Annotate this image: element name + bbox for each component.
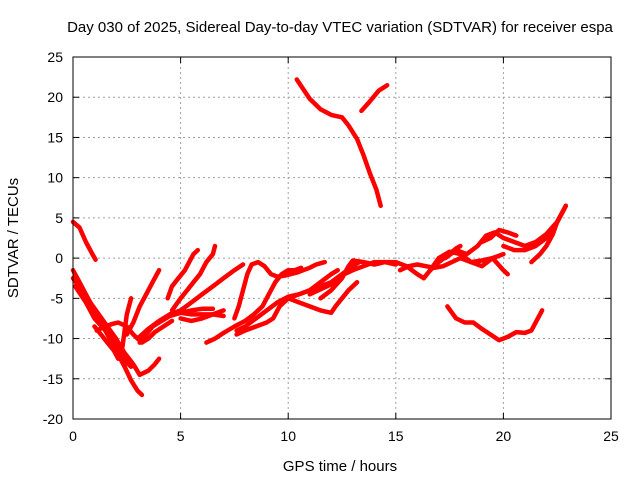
plot-frame [72, 56, 612, 420]
y-tick-label: -20 [43, 411, 63, 427]
series-line-trace-20 [318, 243, 463, 301]
series-line-trace-25 [443, 207, 566, 261]
x-tick-label: 15 [388, 428, 404, 444]
y-tick-label: -10 [43, 331, 63, 347]
series-line-trace-9 [165, 247, 201, 301]
series-line-trace-21 [294, 77, 383, 209]
tick-layer: 0 5 10 15 20 25 -20 -15 -10 -5 0 5 10 15 20 25 [43, 49, 619, 444]
chart-title: Day 030 of 2025, Sidereal Day-to-day VTE… [67, 19, 613, 36]
series-line-trace-6 [94, 318, 175, 345]
y-tick-label: 10 [47, 170, 63, 186]
series-line-trace-3 [70, 275, 162, 378]
x-tick-label: 25 [603, 428, 619, 444]
y-tick-label: 5 [55, 210, 63, 226]
series-line-trace-10 [135, 262, 246, 341]
series-line-trace-26 [479, 227, 519, 245]
series-layer [70, 77, 569, 398]
series-line-trace-5 [92, 296, 134, 361]
series-line-trace-11 [169, 243, 218, 313]
x-tick-label: 20 [496, 428, 512, 444]
series-line-trace-23 [397, 251, 506, 273]
series-line-trace-18 [285, 279, 360, 316]
x-tick-label: 5 [177, 428, 185, 444]
series-line-trace-8 [124, 267, 162, 337]
y-tick-label: 15 [47, 129, 63, 145]
y-tick-label: 20 [47, 89, 63, 105]
series-line-trace-22 [359, 82, 390, 114]
series-line-trace-13 [178, 308, 226, 324]
x-tick-label: 0 [69, 428, 77, 444]
y-tick-label: -5 [51, 290, 64, 306]
y-tick-label: 0 [55, 250, 63, 266]
series-line-trace-15 [232, 259, 328, 321]
y-tick-label: 25 [47, 49, 63, 65]
series-line-trace-28 [529, 203, 569, 265]
y-tick-label: -15 [43, 371, 63, 387]
series-line-trace-4 [72, 284, 134, 369]
y-axis-label: SDTVAR / TECUs [5, 178, 22, 298]
series-line-trace-24 [427, 249, 510, 277]
series-line-trace-29 [445, 304, 545, 343]
series-line-trace-1 [70, 219, 98, 262]
x-tick-label: 10 [280, 428, 296, 444]
series-line-trace-14 [204, 265, 304, 345]
x-axis-label: GPS time / hours [283, 458, 397, 475]
